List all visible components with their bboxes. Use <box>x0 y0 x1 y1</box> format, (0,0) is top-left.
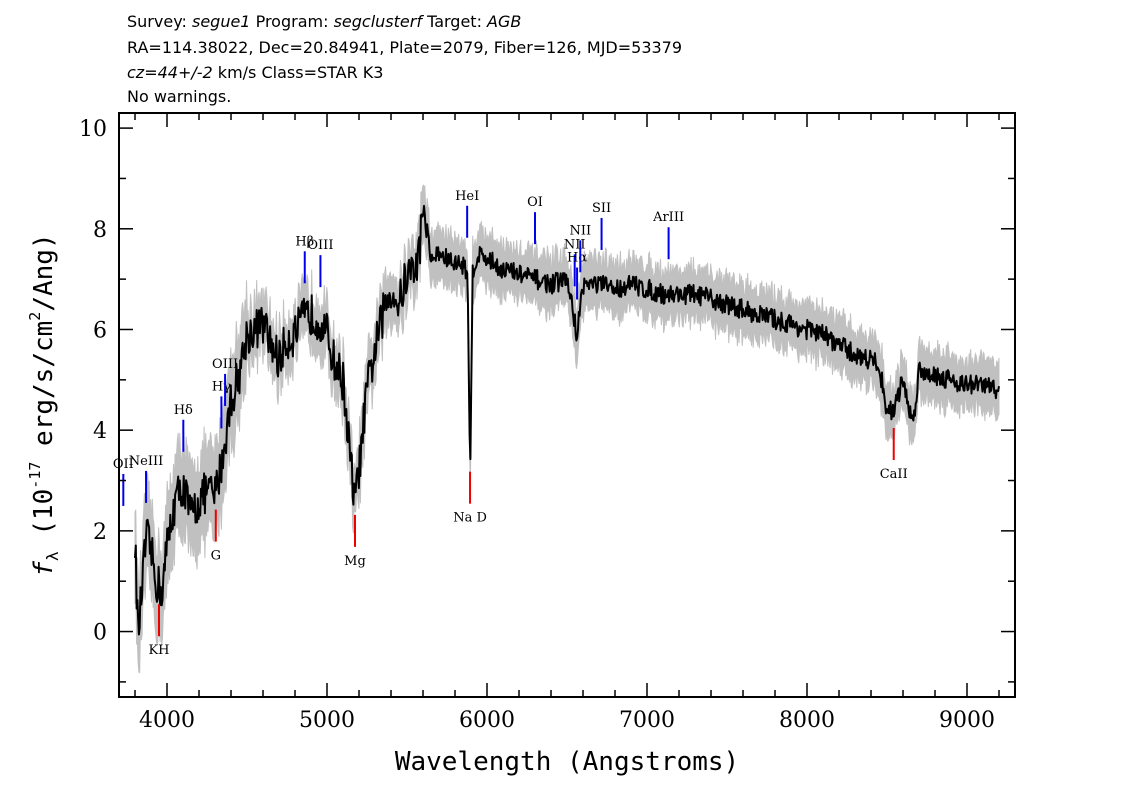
flux-series <box>134 204 1000 636</box>
header-line-2: RA=114.38022, Dec=20.84941, Plate=2079, … <box>127 38 683 57</box>
header-line-4: No warnings. <box>127 87 232 106</box>
survey-value: segue1 <box>191 12 251 31</box>
program-value: segclusterf <box>333 12 422 31</box>
x-tick-label: 7000 <box>619 708 675 733</box>
target-value: AGB <box>487 12 522 31</box>
line-label-6: OIII <box>307 238 333 253</box>
x-tick-label: 4000 <box>139 708 195 733</box>
line-label-15: G <box>211 549 221 564</box>
line-label-16: Mg <box>344 554 366 569</box>
line-label-14: KH <box>148 643 169 658</box>
x-axis-title: Wavelength (Angstroms) <box>395 747 739 777</box>
flux-line <box>134 204 1000 636</box>
line-label-4: OIII <box>212 357 238 372</box>
program-label: Program: <box>255 12 329 31</box>
error-band <box>134 184 1000 674</box>
header-line-3: cz=44+/-2 km/s Class=STAR K3 <box>127 63 383 83</box>
line-label-7: HeI <box>455 189 479 204</box>
plot-frame <box>118 112 1016 698</box>
y-tick-label: 0 <box>93 621 107 646</box>
y-tick-label: 8 <box>93 218 107 243</box>
x-tick-label: 5000 <box>299 708 355 733</box>
line-label-10: Hα <box>567 251 587 266</box>
line-label-12: SII <box>592 201 611 216</box>
x-tick-label: 8000 <box>779 708 835 733</box>
line-label-2: Hδ <box>174 403 193 418</box>
y-tick-label: 6 <box>93 318 107 343</box>
error-band-area <box>134 184 1000 674</box>
cz-value: cz=44+/-2 <box>127 63 213 82</box>
line-label-1: NeIII <box>129 454 163 469</box>
y-axis-title: fλ (10-17 erg/s/cm2/Ang) <box>26 233 62 576</box>
x-tick-label: 6000 <box>459 708 515 733</box>
line-label-18: CaII <box>880 467 908 482</box>
line-label-8: OI <box>527 195 543 210</box>
class-value: km/s Class=STAR K3 <box>212 63 384 82</box>
y-tick-label: 4 <box>93 419 107 444</box>
y-tick-label: 10 <box>79 117 107 142</box>
line-label-3: Hγ <box>212 379 231 394</box>
x-tick-label: 9000 <box>939 708 995 733</box>
line-label-17: Na D <box>453 511 487 526</box>
axes: 4000 5000 6000 7000 8000 9000 0 2 4 6 8 10 <box>79 112 1016 733</box>
line-label-11: NII <box>569 223 591 238</box>
y-tick-label: 2 <box>93 520 107 545</box>
line-label-5: Hβ <box>295 234 314 249</box>
survey-label: Survey: <box>127 12 187 31</box>
target-label: Target: <box>427 12 482 31</box>
line-label-13: ArIII <box>652 210 684 225</box>
header-line-1: Survey: segue1 Program: segclusterf Targ… <box>127 12 521 32</box>
